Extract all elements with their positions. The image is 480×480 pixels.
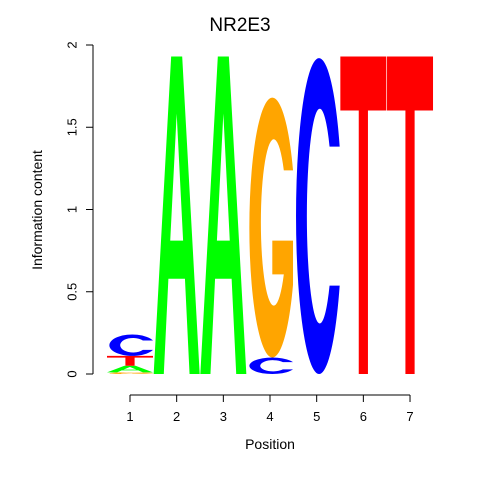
y-tick-label: 1 (65, 206, 80, 213)
logo-letter-A (200, 57, 246, 374)
x-tick-label: 3 (220, 409, 227, 424)
y-tick-label: 2 (65, 41, 80, 48)
y-tick-label: 0.5 (65, 283, 80, 301)
logo-letter-G (109, 372, 153, 374)
logo-letter-C (296, 58, 340, 374)
x-tick-label: 7 (406, 409, 413, 424)
x-tick-label: 4 (266, 409, 273, 424)
x-tick-label: 5 (313, 409, 320, 424)
logo-letters (107, 57, 433, 374)
logo-letter-G (249, 98, 293, 358)
y-axis-label: Information content (29, 150, 45, 270)
x-axis-label: Position (245, 436, 295, 452)
x-tick-label: 6 (360, 409, 367, 424)
x-axis: 1 2 3 4 5 6 7 (126, 395, 413, 424)
y-tick-label: 0 (65, 370, 80, 377)
logo-letter-A (107, 366, 153, 373)
logo-letter-C (109, 335, 153, 356)
x-tick-label: 2 (173, 409, 180, 424)
chart-title: NR2E3 (209, 15, 270, 36)
logo-letter-C (249, 358, 293, 374)
x-tick-label: 1 (126, 409, 133, 424)
logo-letter-T (387, 57, 433, 374)
logo-letter-A (154, 57, 200, 374)
logo-letter-T (107, 356, 153, 366)
y-tick-label: 1.5 (65, 118, 80, 136)
y-axis: 0 0.5 1 1.5 2 (65, 41, 93, 377)
logo-letter-T (340, 57, 386, 374)
